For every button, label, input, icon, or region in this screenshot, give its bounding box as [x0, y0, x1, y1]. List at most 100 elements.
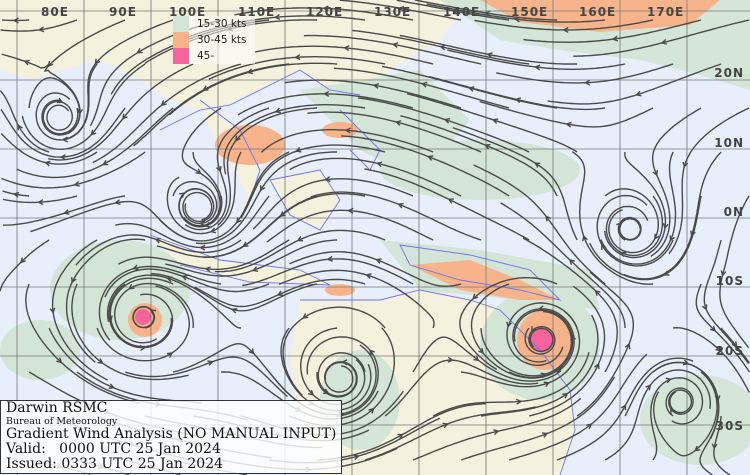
flow-arrow-icon — [542, 432, 549, 438]
flow-arrow-icon — [670, 407, 676, 415]
flow-arrow-icon — [259, 185, 266, 192]
flow-arrow-icon — [195, 168, 202, 175]
flow-arrow-icon — [582, 234, 588, 242]
flow-arrow-icon — [472, 293, 479, 300]
flow-arrow-icon — [108, 383, 115, 390]
flow-arrow-icon — [645, 384, 652, 391]
flow-arrow-icon — [562, 392, 569, 399]
lat-label: 30S — [715, 419, 744, 433]
flow-arrow-icon — [166, 352, 174, 358]
org-name: Darwin RSMC — [6, 400, 108, 416]
legend-label: 15-30 kts — [197, 18, 247, 30]
streamline — [42, 100, 79, 135]
flow-arrow-icon — [181, 274, 188, 281]
legend-item-45: 45- — [173, 48, 255, 64]
flow-arrow-icon — [160, 100, 167, 106]
lon-label: 90E — [109, 5, 137, 19]
flow-arrow-icon — [562, 26, 569, 33]
flow-arrow-icon — [132, 264, 139, 271]
flow-arrow-icon — [44, 160, 51, 167]
flow-arrow-icon — [611, 35, 619, 42]
flow-arrow-icon — [513, 16, 521, 23]
lon-label: 110E — [238, 5, 276, 19]
flow-arrow-icon — [443, 118, 451, 124]
flow-arrow-icon — [235, 217, 242, 224]
flow-arrow-icon — [682, 161, 689, 169]
flow-arrow-icon — [274, 107, 281, 114]
lon-label: 140E — [443, 5, 481, 19]
streamline — [3, 195, 126, 226]
flow-arrow-icon — [71, 277, 77, 284]
flow-arrow-icon — [209, 227, 217, 234]
flow-arrow-icon — [323, 90, 330, 97]
lat-label: 10N — [714, 136, 744, 150]
flow-arrow-icon — [230, 307, 238, 314]
flow-arrow-icon — [294, 146, 302, 153]
flow-arrow-icon — [506, 321, 512, 328]
flow-arrow-icon — [514, 97, 522, 104]
flow-arrow-icon — [302, 313, 309, 319]
flow-arrow-icon — [73, 180, 80, 187]
flow-arrow-icon — [534, 162, 541, 168]
streamline — [339, 0, 462, 21]
legend-item-30-45: 30-45 kts — [173, 32, 255, 48]
flow-arrow-icon — [324, 176, 331, 183]
flow-arrow-icon — [662, 223, 669, 230]
coastlines — [149, 69, 576, 475]
flow-arrow-icon — [202, 85, 209, 91]
flow-arrow-icon — [63, 209, 70, 215]
flow-arrow-icon — [624, 342, 631, 350]
flow-arrow-icon — [368, 407, 375, 414]
flow-arrow-icon — [484, 143, 491, 150]
flow-arrow-icon — [90, 129, 97, 136]
flow-arrow-icon — [234, 135, 241, 142]
streamline — [668, 107, 750, 255]
flow-arrow-icon — [47, 60, 54, 68]
flow-arrow-icon — [308, 389, 315, 396]
flow-arrow-icon — [601, 243, 607, 250]
streamline — [1, 151, 146, 189]
flow-arrow-icon — [19, 257, 26, 264]
flow-arrow-icon — [652, 170, 658, 177]
streamline — [604, 151, 667, 259]
flow-arrow-icon — [568, 258, 575, 265]
flow-arrow-icon — [199, 244, 206, 251]
lat-label: 0N — [723, 205, 744, 219]
flow-arrow-icon — [583, 79, 591, 86]
lon-label: 120E — [306, 5, 344, 19]
flow-arrow-icon — [491, 118, 499, 124]
lat-label: 10S — [715, 274, 744, 288]
lon-label: 170E — [647, 5, 685, 19]
flow-arrow-icon — [376, 161, 383, 168]
legend-swatch — [173, 48, 189, 64]
lon-label: 150E — [511, 5, 549, 19]
agency-name: Bureau of Meteorology — [6, 416, 118, 427]
flow-arrow-icon — [534, 64, 541, 71]
flow-arrow-icon — [701, 304, 708, 311]
streamline — [617, 216, 642, 241]
flow-arrow-icon — [397, 202, 404, 209]
streamline — [0, 90, 50, 153]
flow-arrow-icon — [344, 127, 351, 134]
streamline — [1, 53, 50, 69]
flow-arrow-icon — [56, 357, 63, 364]
flow-arrow-icon — [442, 422, 449, 429]
flow-arrow-icon — [731, 341, 738, 348]
flow-arrow-icon — [397, 433, 404, 440]
flow-arrow-icon — [273, 13, 281, 20]
flow-arrow-icon — [616, 221, 623, 229]
flow-arrow-icon — [57, 97, 64, 104]
flow-arrow-icon — [545, 215, 552, 222]
flow-arrow-icon — [102, 159, 109, 166]
flow-arrow-icon — [715, 345, 722, 352]
flow-arrow-icon — [594, 362, 600, 370]
flow-arrow-icon — [635, 90, 642, 97]
flow-arrow-icon — [663, 270, 670, 276]
streamline — [479, 100, 654, 128]
streamline — [178, 187, 223, 228]
flow-arrow-icon — [246, 68, 253, 75]
flow-arrow-icon — [276, 290, 284, 297]
flow-arrow-icon — [204, 266, 211, 273]
flow-arrow-icon — [694, 445, 701, 452]
